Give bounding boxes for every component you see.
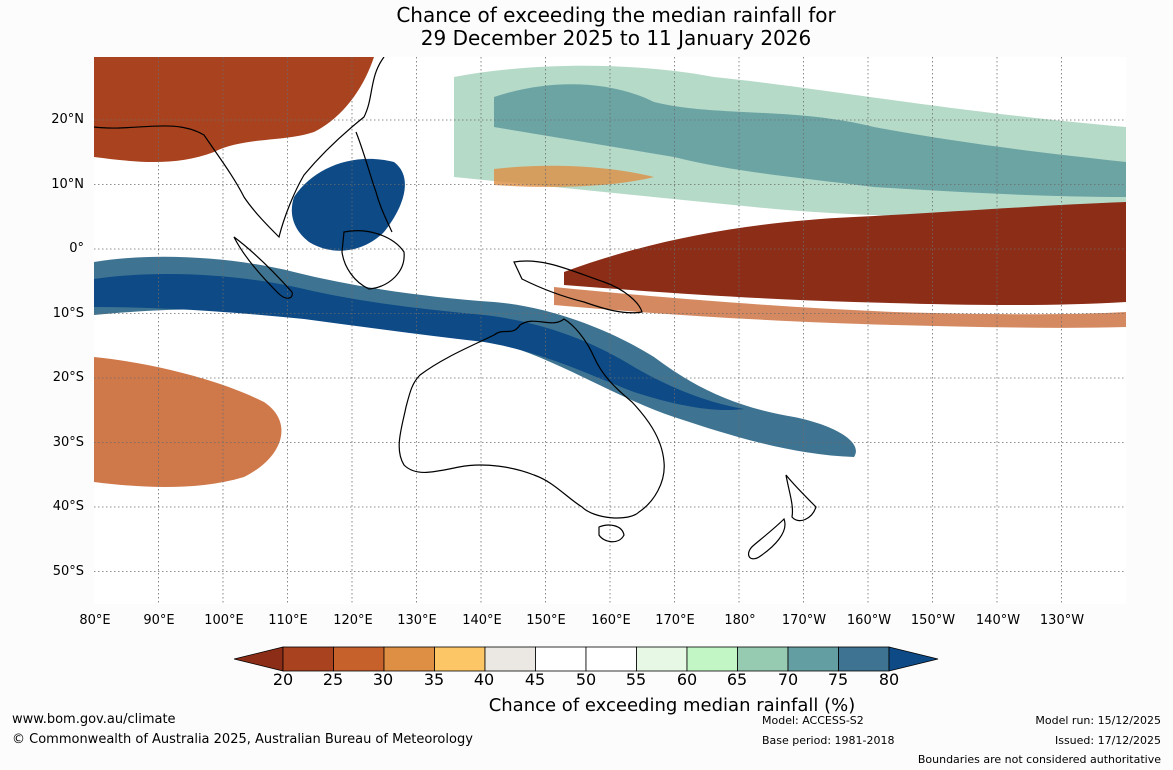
lat-label-10s: 10°S (52, 306, 84, 321)
colorbar-tick-20: 20 (272, 670, 294, 689)
new-guinea-outline (513, 260, 643, 314)
lon-label-130e: 130°E (397, 613, 437, 628)
colorbar-bin-45_50 (535, 646, 587, 672)
lon-label-150e: 150°E (526, 613, 566, 628)
lon-label-180: 180° (724, 613, 756, 628)
colorbar-tick-80: 80 (878, 670, 900, 689)
lon-label-170e: 170°E (655, 613, 695, 628)
colorbar-bin-25_30 (333, 646, 385, 672)
colorbar-extend-high (888, 646, 939, 672)
colorbar-tick-45: 45 (524, 670, 546, 689)
colorbar-tick-75: 75 (827, 670, 849, 689)
lon-label-160e: 160°E (591, 613, 631, 628)
philippines-outline (355, 131, 393, 233)
colorbar-tick-30: 30 (372, 670, 394, 689)
new-zealand-north-island (785, 474, 817, 522)
copyright-text: © Commonwealth of Australia 2025, Austra… (12, 732, 473, 747)
lon-label-140e: 140°E (462, 613, 502, 628)
lon-label-150w: 150°W (910, 613, 956, 628)
australia-outline (398, 318, 665, 519)
colorbar-bin-50_55 (585, 646, 637, 672)
dry-fringe-equatorial-pacific (554, 287, 1126, 328)
colorbar-label: Chance of exceeding median rainfall (%) (488, 695, 856, 716)
asia-mainland-outline (94, 57, 385, 239)
colorbar-tick-25: 25 (322, 670, 344, 689)
base-period: Base period: 1981-2018 (762, 734, 895, 747)
dry-south-indian-ocean (94, 357, 282, 487)
title-line-1: Chance of exceeding the median rainfall … (396, 3, 836, 27)
lon-label-90e: 90°E (143, 613, 175, 628)
lat-label-20n: 20°N (51, 112, 84, 127)
boundary-disclaimer: Boundaries are not considered authoritat… (917, 753, 1161, 766)
model-run-date: Model run: 15/12/2025 (1035, 714, 1161, 727)
title-line-2: 29 December 2025 to 11 January 2026 (420, 26, 812, 50)
sumatra-outline (233, 236, 293, 299)
lon-label-110e: 110°E (268, 613, 308, 628)
colorbar-tick-55: 55 (625, 670, 647, 689)
colorbar-tick-70: 70 (777, 670, 799, 689)
website-link[interactable]: www.bom.gov.au/climate (12, 712, 176, 727)
wet-ring-north-pacific (454, 65, 1126, 217)
new-zealand-south-island (747, 517, 786, 560)
dry-south-china (94, 57, 374, 162)
tasmania-outline (598, 524, 625, 543)
lon-label-140w: 140°W (975, 613, 1021, 628)
colorbar-bin-70_75 (787, 646, 839, 672)
colorbar-bin-75_80 (838, 646, 890, 672)
colorbar-extend-low (234, 646, 284, 672)
lon-label-100e: 100°E (204, 613, 244, 628)
rainfall-map (94, 57, 1126, 604)
colorbar-tick-60: 60 (676, 670, 698, 689)
lat-label-50s: 50°S (52, 564, 84, 579)
colorbar-bin-55_60 (636, 646, 688, 672)
colorbar-tick-35: 35 (423, 670, 445, 689)
lat-label-20s: 20°S (52, 370, 84, 385)
colorbar-tick-65: 65 (726, 670, 748, 689)
issued-date: Issued: 17/12/2025 (1054, 734, 1161, 747)
lon-label-80e: 80°E (79, 613, 111, 628)
lat-label-0: 0° (69, 241, 84, 256)
graticule (94, 57, 1126, 604)
wet-core-indian-ocean (94, 274, 744, 411)
model-name: Model: ACCESS-S2 (762, 714, 864, 727)
lat-label-10n: 10°N (51, 177, 84, 192)
colorbar-legend (234, 646, 939, 672)
colorbar-bin-65_70 (737, 646, 789, 672)
colorbar-bin-60_65 (686, 646, 738, 672)
probability-patches (94, 57, 1126, 487)
dry-band-equatorial-pacific (564, 202, 1126, 306)
colorbar-tick-50: 50 (575, 670, 597, 689)
lon-label-160w: 160°W (846, 613, 892, 628)
lon-label-170w: 170°W (781, 613, 827, 628)
lon-label-130w: 130°W (1039, 613, 1085, 628)
colorbar-bin-30_35 (383, 646, 435, 672)
colorbar-bin-20_25 (282, 646, 334, 672)
lat-label-40s: 40°S (52, 499, 84, 514)
lat-label-30s: 30°S (52, 435, 84, 450)
colorbar-bin-35_40 (434, 646, 486, 672)
coastlines (94, 57, 817, 560)
colorbar-tick-40: 40 (473, 670, 495, 689)
map-title: Chance of exceeding the median rainfall … (0, 4, 1173, 50)
borneo-outline (341, 230, 405, 290)
moderate-dry-north-pacific-strip (494, 165, 654, 187)
colorbar-bin-40_45 (484, 646, 536, 672)
lon-label-120e: 120°E (333, 613, 373, 628)
wet-core-philippines (291, 158, 405, 251)
map-canvas (94, 57, 1126, 604)
